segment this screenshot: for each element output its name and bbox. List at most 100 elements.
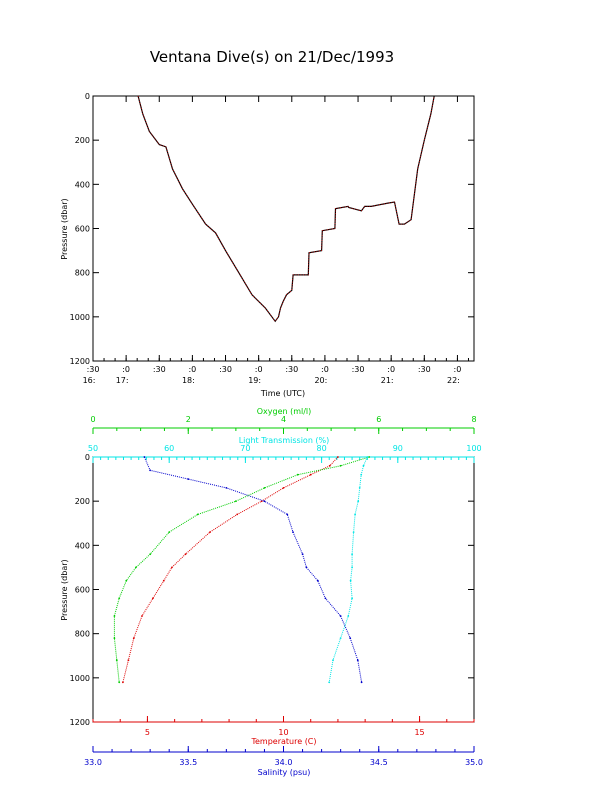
transmission-tick-label: 50	[88, 444, 98, 453]
oxygen-tick-label: 4	[281, 415, 286, 424]
oxygen-tick-label: 2	[186, 415, 191, 424]
dive-x-tick-label: :30	[418, 365, 431, 374]
page-title: Ventana Dive(s) on 21/Dec/1993	[149, 48, 395, 66]
oxygen-tick-label: 8	[471, 415, 476, 424]
salinity-profile-line	[143, 456, 363, 683]
transmission-profile-line	[328, 456, 368, 683]
dive-x-tick-label: :0	[122, 365, 130, 374]
dive-x-hour-label: 16:	[83, 376, 96, 385]
temperature-profile-line	[122, 456, 339, 683]
profile-y-tick-label: 600	[75, 586, 90, 595]
profile-series-group	[113, 456, 371, 684]
oxygen-profile-point	[118, 597, 121, 600]
temperature-profile-point	[236, 513, 239, 516]
dive-x-tick-label: :30	[153, 365, 166, 374]
dive-x-axis-label: Time (UTC)	[260, 389, 305, 398]
dive-x-tick-label: :30	[219, 365, 232, 374]
salinity-profile-point	[339, 615, 342, 617]
salinity-profile-point	[292, 531, 294, 533]
temperature-profile-point	[184, 553, 187, 556]
dive-y-tick-label: 1200	[70, 357, 90, 366]
oxygen-profile-point	[339, 464, 342, 467]
dive-trace-overlay	[137, 95, 435, 322]
dive-x-hour-label: 19:	[248, 376, 261, 385]
temperature-profile-point	[152, 597, 154, 600]
oxygen-profile-point	[296, 473, 299, 476]
dive-y-tick-label: 800	[75, 269, 90, 278]
dive-pressure-trace	[137, 95, 435, 323]
transmission-profile-point	[352, 531, 355, 533]
oxygen-axis-label: Oxygen (ml/l)	[257, 407, 312, 416]
dive-x-tick-label: :0	[255, 365, 263, 374]
dive-x-tick-label: :30	[87, 365, 100, 374]
profile-y-tick-label: 1000	[70, 674, 90, 683]
dive-y-tick-label: 200	[75, 136, 90, 145]
profile-y-tick-label: 800	[75, 630, 90, 639]
temperature-profile-point	[162, 579, 165, 582]
oxygen-profile-line	[113, 456, 370, 683]
salinity-tick-label: 34.0	[275, 758, 293, 767]
temperature-profile-point	[127, 659, 130, 662]
transmission-profile-point	[347, 615, 350, 617]
oxygen-profile-point	[125, 579, 128, 582]
salinity-profile-point	[349, 637, 352, 639]
transmission-tick-label: 80	[317, 444, 327, 453]
salinity-tick-label: 33.5	[179, 758, 197, 767]
dive-x-hour-label: 20:	[314, 376, 327, 385]
dive-y-axis-label: Pressure (dbar)	[60, 198, 69, 259]
oxygen-profile-point	[118, 681, 121, 684]
temperature-profile-point	[209, 531, 211, 533]
salinity-profile-point	[301, 553, 304, 556]
temperature-profile-point	[337, 456, 339, 458]
temperature-profile-point	[122, 681, 124, 684]
dive-x-tick-label: :0	[387, 365, 395, 374]
salinity-profile-point	[263, 500, 266, 503]
profile-chart: 0 200 400 600 800 1000 1200 0 2 4 6 8 50 60 70 80 90 100 5…	[60, 407, 483, 777]
profile-y-tick-label: 1200	[70, 718, 90, 727]
oxygen-profile-point	[115, 659, 118, 662]
salinity-profile-point	[143, 456, 146, 458]
dive-x-tick-label: :30	[285, 365, 298, 374]
transmission-profile-point	[366, 456, 369, 458]
dive-y-tick-label: 400	[75, 180, 90, 189]
temperature-profile-point	[171, 566, 173, 569]
temperature-profile-point	[141, 615, 143, 617]
salinity-tick-label: 35.0	[465, 758, 483, 767]
transmission-profile-point	[349, 579, 352, 582]
dive-x-tick-label: :30	[352, 365, 365, 374]
profile-y-tick-label: 400	[75, 541, 90, 550]
oxygen-profile-point	[368, 456, 371, 458]
dive-x-tick-label: :0	[188, 365, 196, 374]
temperature-tick-label: 10	[278, 728, 288, 737]
transmission-tick-label: 90	[393, 444, 403, 453]
oxygen-profile-point	[235, 500, 237, 503]
salinity-profile-point	[225, 487, 228, 489]
salinity-profile-point	[187, 478, 190, 480]
oxygen-tick-label: 6	[376, 415, 381, 424]
salinity-tick-label: 33.0	[84, 758, 102, 767]
profile-plot-frame	[92, 456, 475, 723]
profile-y-axis-label: Pressure (dbar)	[60, 559, 69, 620]
transmission-tick-label: 70	[240, 444, 250, 453]
dive-x-tick-label: :0	[321, 365, 329, 374]
oxygen-profile-point	[113, 637, 116, 639]
transmission-profile-point	[362, 464, 365, 467]
salinity-profile-point	[324, 597, 327, 600]
transmission-profile-point	[351, 597, 353, 600]
transmission-profile-point	[339, 637, 342, 639]
profile-y-tick-label: 0	[85, 453, 90, 462]
salinity-axis-label: Salinity (psu)	[258, 768, 311, 777]
transmission-profile-point	[354, 513, 356, 516]
oxygen-profile-point	[196, 513, 199, 516]
temperature-axis-label: Temperature (C)	[250, 737, 316, 746]
oxygen-tick-label: 0	[90, 415, 95, 424]
oxygen-profile-point	[263, 487, 266, 489]
temperature-tick-label: 15	[414, 728, 424, 737]
salinity-profile-point	[149, 469, 152, 472]
salinity-tick-label: 34.5	[370, 758, 388, 767]
dive-y-tick-label: 0	[85, 92, 90, 101]
profile-y-tick-label: 200	[75, 497, 90, 506]
transmission-profile-point	[358, 487, 361, 489]
oxygen-profile-point	[168, 531, 171, 533]
